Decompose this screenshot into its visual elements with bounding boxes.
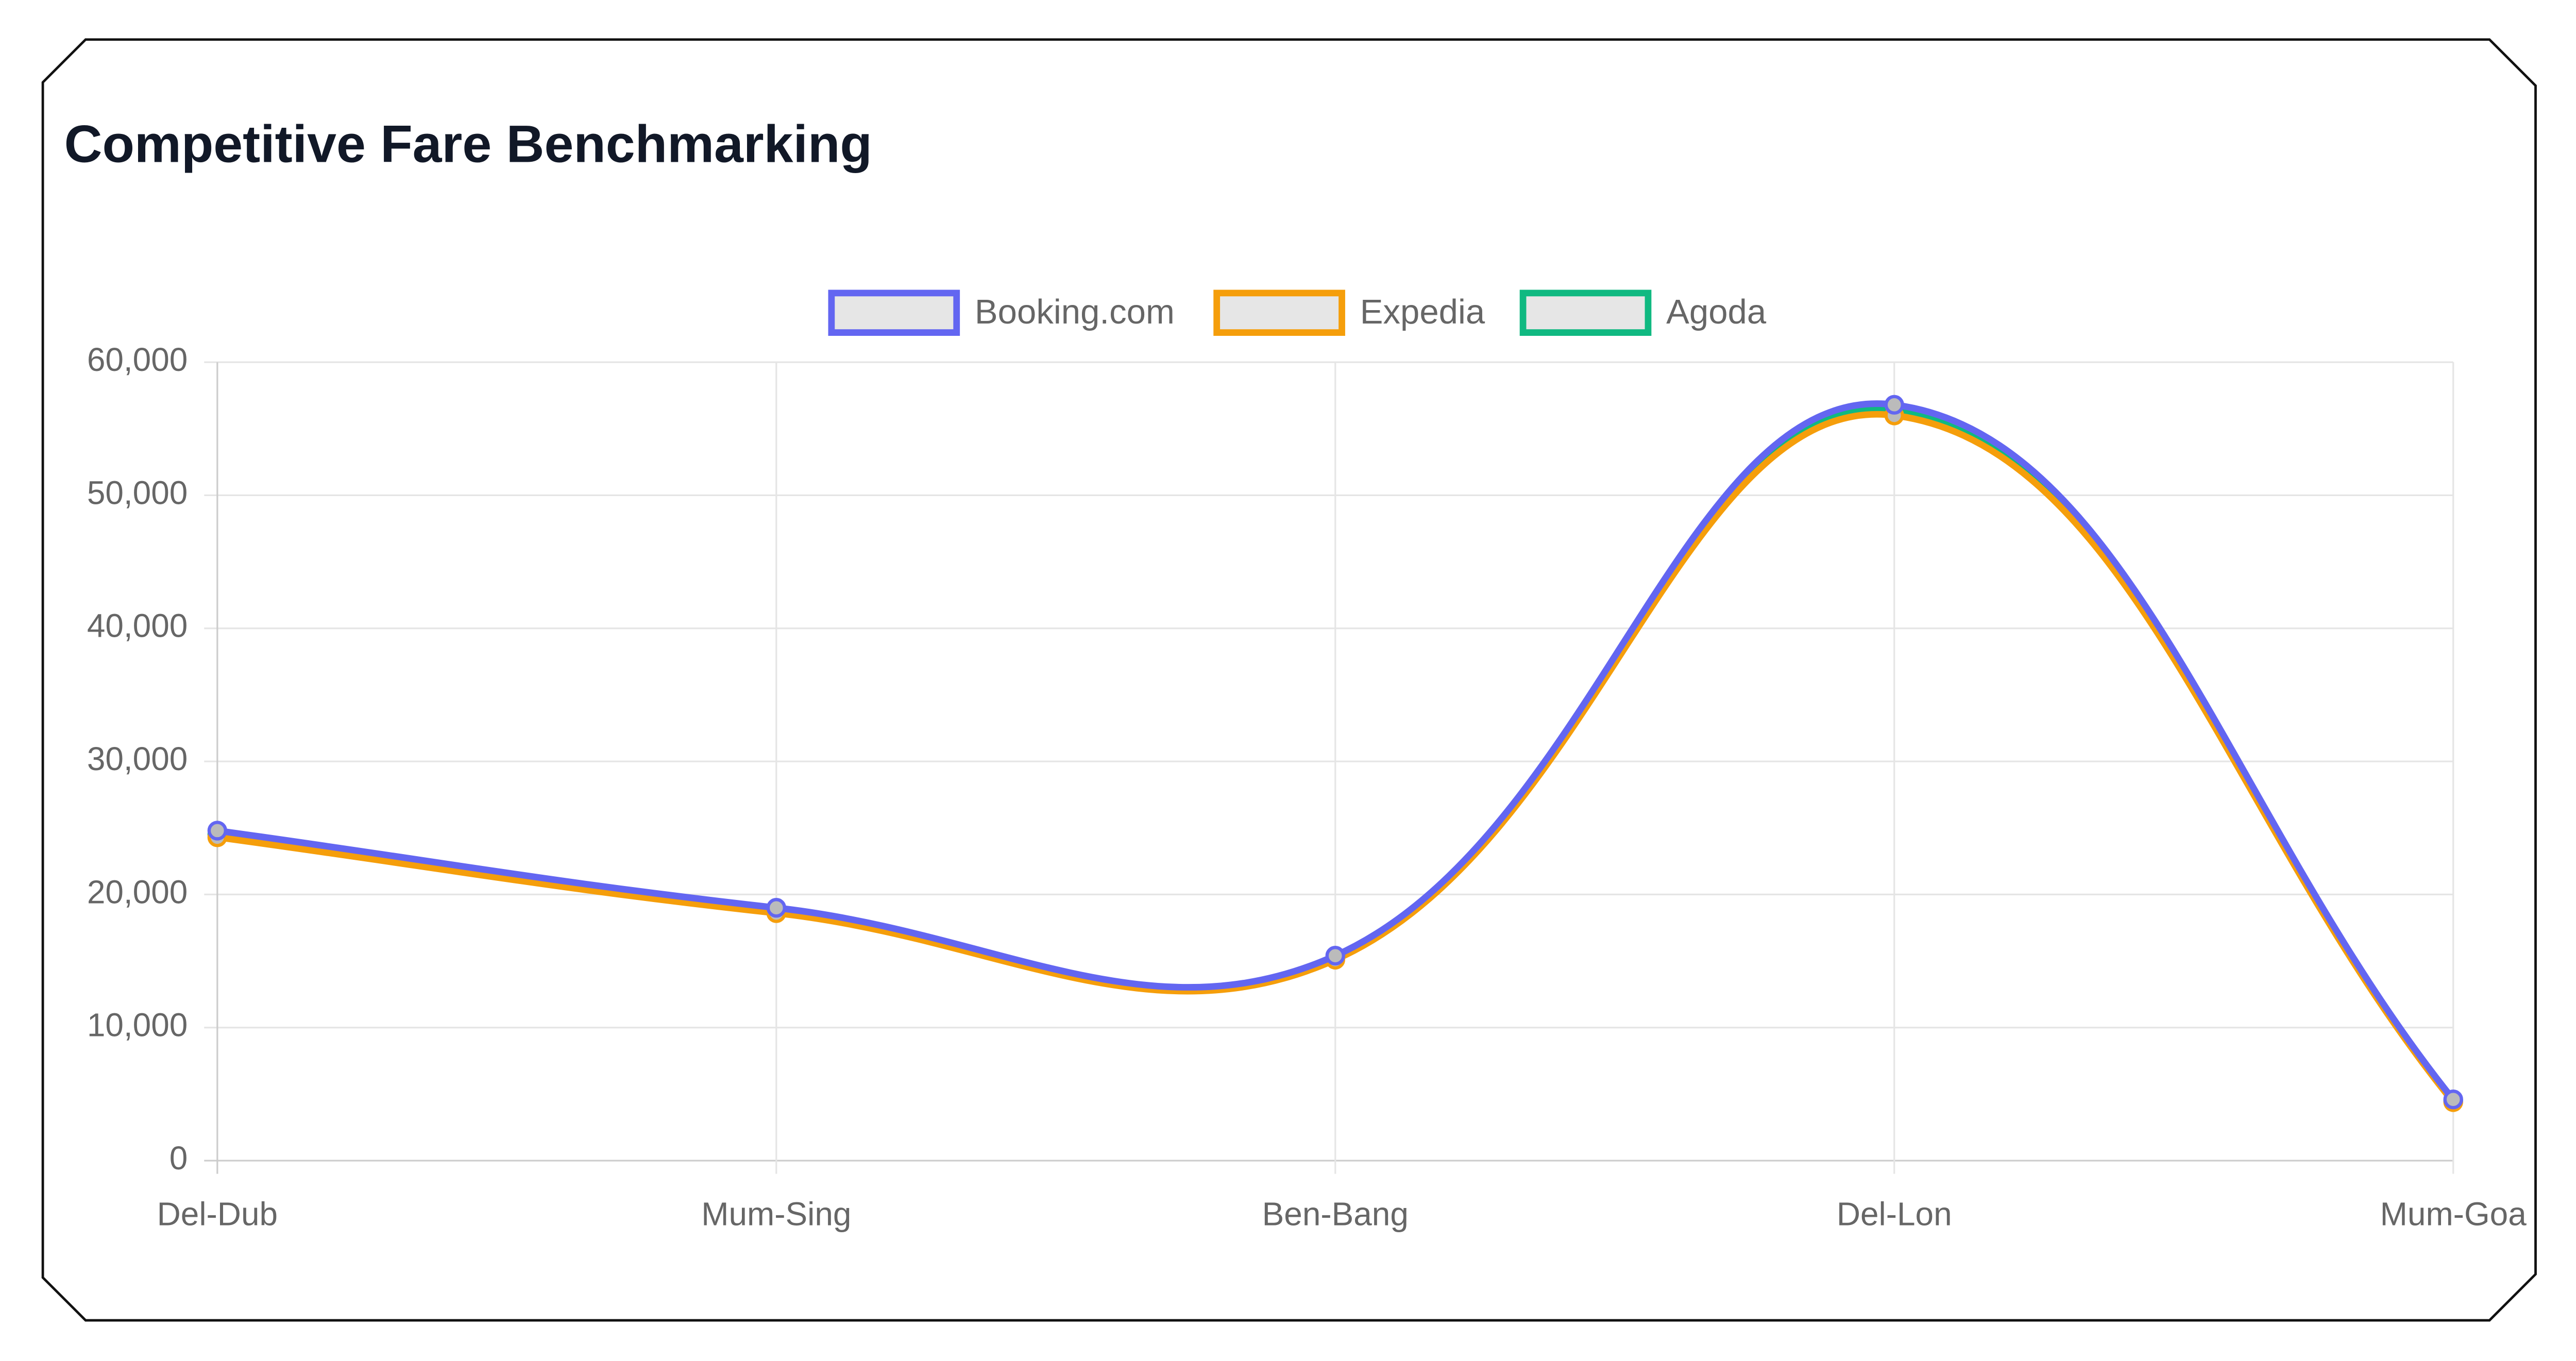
data-point [207, 821, 228, 841]
x-tick-label: Mum-Goa [2380, 1196, 2527, 1233]
data-point [1325, 946, 1345, 966]
series-line [216, 400, 2456, 1102]
y-tick-label: 40,000 [87, 607, 188, 644]
y-tick-label: 0 [170, 1139, 188, 1177]
legend-swatch [1519, 290, 1652, 336]
chart-title: Competitive Fare Benchmarking [64, 114, 872, 174]
x-tick-label: Del-Lon [1837, 1196, 1952, 1233]
legend-label: Booking.com [975, 293, 1175, 331]
legend-swatch [1213, 290, 1345, 336]
x-tick-label: Del-Dub [157, 1196, 278, 1233]
x-tick-label: Ben-Bang [1262, 1196, 1409, 1233]
y-tick-label: 50,000 [87, 474, 188, 511]
data-point [1884, 395, 1904, 415]
y-tick-label: 30,000 [87, 740, 188, 777]
legend-label: Expedia [1360, 293, 1485, 331]
x-tick-label: Mum-Sing [701, 1196, 851, 1233]
y-tick-label: 10,000 [87, 1007, 188, 1044]
y-tick-label: 20,000 [87, 873, 188, 910]
legend-label: Agoda [1666, 293, 1767, 331]
series-line [216, 411, 2456, 1104]
legend-swatch [828, 290, 960, 336]
y-tick-label: 60,000 [87, 341, 188, 378]
data-point [2443, 1090, 2463, 1110]
card-border [41, 38, 2537, 1322]
data-point [766, 898, 786, 918]
